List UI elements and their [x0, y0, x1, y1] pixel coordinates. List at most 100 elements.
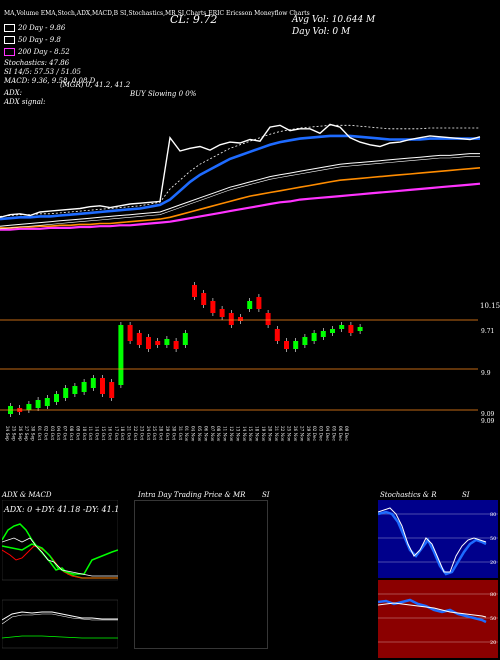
date-tick-label: 16 Oct: [107, 426, 112, 440]
date-tick-label: 03 Oct: [50, 426, 55, 440]
candle: [219, 309, 225, 317]
intraday-panel-frame: [134, 500, 268, 649]
date-tick-label: 15 Oct: [101, 426, 106, 440]
candle: [238, 317, 243, 321]
mr-tick-80: 80: [490, 592, 496, 598]
candle: [164, 339, 170, 345]
candle: [210, 301, 216, 313]
price-label-2: 9.71: [481, 328, 495, 335]
date-tick-label: 22 Oct: [133, 426, 138, 440]
ma50-line: [0, 153, 480, 227]
adx-values-text: ADX: 0 +DY: 41.18 -DY: 41.18: [3, 505, 118, 514]
date-axis-group: 24 Sep 25 Sep 26 Sep 27 Sep 30 Sep 01 Oct 02 O…: [5, 426, 349, 442]
candle: [192, 285, 197, 297]
date-tick-label: 04 Oct: [56, 426, 61, 440]
date-tick-label: 04 Dec: [325, 426, 330, 441]
candle: [81, 382, 87, 392]
stoch-d-line: [378, 507, 487, 573]
mr-tick-50: 50: [490, 616, 496, 622]
candle: [54, 394, 59, 402]
adx-label: ADX:: [4, 89, 23, 97]
adx-white-line: [2, 537, 118, 577]
date-tick-label: 25 Nov: [287, 426, 292, 442]
candles-group: [8, 282, 363, 417]
date-tick-label: 12 Nov: [229, 426, 234, 442]
candle: [265, 313, 271, 325]
price-label-5: 9.09: [481, 418, 495, 425]
price-close-line: [0, 123, 481, 218]
date-tick-label: 31 Oct: [178, 426, 183, 440]
date-tick-label: 29 Oct: [165, 426, 170, 440]
date-tick-label: 19 Nov: [261, 426, 266, 442]
ma100-line: [0, 167, 481, 229]
date-tick-label: 17 Oct: [114, 426, 119, 440]
date-tick-label: 27 Sep: [24, 426, 29, 441]
date-tick-label: 05 Nov: [197, 426, 202, 442]
day-volume-label: Day Vol: 0 M: [292, 27, 351, 37]
stochastics-value: Stochastics: 47.86: [4, 59, 70, 67]
candle: [118, 325, 124, 385]
mr-tick-20: 20: [490, 640, 496, 646]
candle: [311, 333, 317, 341]
legend-ma20: 20 Day - 9.86: [4, 24, 65, 32]
date-tick-label: 18 Oct: [120, 426, 125, 440]
date-tick-label: 18 Nov: [255, 426, 260, 442]
date-tick-label: 13 Nov: [235, 426, 240, 442]
candle: [256, 297, 262, 309]
chart-header-line: MA,Volume EMA,Stoch,ADX,MACD,B SI,Stocha…: [4, 10, 310, 17]
date-tick-label: 14 Nov: [242, 426, 247, 442]
date-tick-label: 09 Dec: [344, 426, 349, 441]
ma50-shadow-line: [0, 156, 480, 230]
stoch-si: SI: [462, 491, 470, 499]
close-price-label: CL: 9.72: [170, 13, 218, 26]
candle: [330, 329, 335, 333]
date-tick-label: 10 Oct: [82, 426, 87, 440]
candle: [136, 333, 142, 345]
buy-signal: BUY Slowing 0 0%: [130, 90, 197, 98]
candle: [293, 341, 299, 349]
candle: [146, 337, 151, 349]
ma20-swatch: [4, 24, 15, 32]
stoch-title: Stochastics & R: [380, 491, 437, 499]
ma20-label: 20 Day - 9.86: [18, 24, 66, 32]
separators-group: [0, 319, 478, 411]
candle: [228, 313, 234, 325]
stoch-panel: 80 50 20 80 50 20: [378, 500, 498, 658]
date-tick-label: 02 Oct: [43, 426, 48, 440]
adx-value: (MGR) 0, 41.2, 41.2: [60, 81, 131, 89]
adx-panel: ADX: 0 +DY: 41.18 -DY: 41.18: [2, 500, 118, 649]
stoch-panel-bg: [378, 500, 498, 578]
mr-white-line: [378, 602, 487, 618]
ma200-label: 200 Day - 8.52: [18, 48, 70, 56]
date-tick-label: 01 Nov: [184, 426, 189, 442]
date-tick-label: 07 Oct: [63, 426, 68, 440]
date-tick-label: 28 Oct: [159, 426, 164, 440]
date-tick-label: 20 Nov: [267, 426, 272, 442]
intraday-panel: [134, 500, 268, 649]
date-tick-label: 23 Oct: [139, 426, 144, 440]
date-tick-label: 01 Oct: [37, 426, 42, 440]
price-label-4: 9.09: [481, 411, 495, 418]
candle: [109, 382, 115, 398]
date-tick-label: 27 Nov: [299, 426, 304, 442]
avg-volume-label: Avg Vol: 10.644 M: [292, 15, 376, 25]
macd-line: [2, 611, 118, 621]
candle: [182, 333, 188, 345]
candle: [72, 386, 78, 394]
candle: [247, 301, 253, 309]
macd-value: MACD: 9.36, 9.58, 0.08 D: [4, 77, 96, 85]
date-tick-label: 15 Nov: [248, 426, 253, 442]
date-tick-label: 08 Nov: [216, 426, 221, 442]
candle: [173, 341, 179, 349]
adx-signal-label: ADX signal:: [4, 98, 46, 106]
date-tick-label: 26 Nov: [293, 426, 298, 442]
date-tick-label: 21 Oct: [127, 426, 132, 440]
date-tick-label: 02 Dec: [312, 426, 317, 441]
adx-panel-bg: [2, 500, 118, 581]
date-tick-label: 30 Oct: [171, 426, 176, 440]
candle: [100, 378, 105, 394]
date-tick-label: 08 Oct: [69, 426, 74, 440]
date-tick-label: 25 Sep: [11, 426, 16, 441]
main-chart: 24 Sep 25 Sep 26 Sep 27 Sep 30 Sep 01 Oct 02 O…: [0, 123, 481, 442]
candle: [26, 404, 32, 410]
